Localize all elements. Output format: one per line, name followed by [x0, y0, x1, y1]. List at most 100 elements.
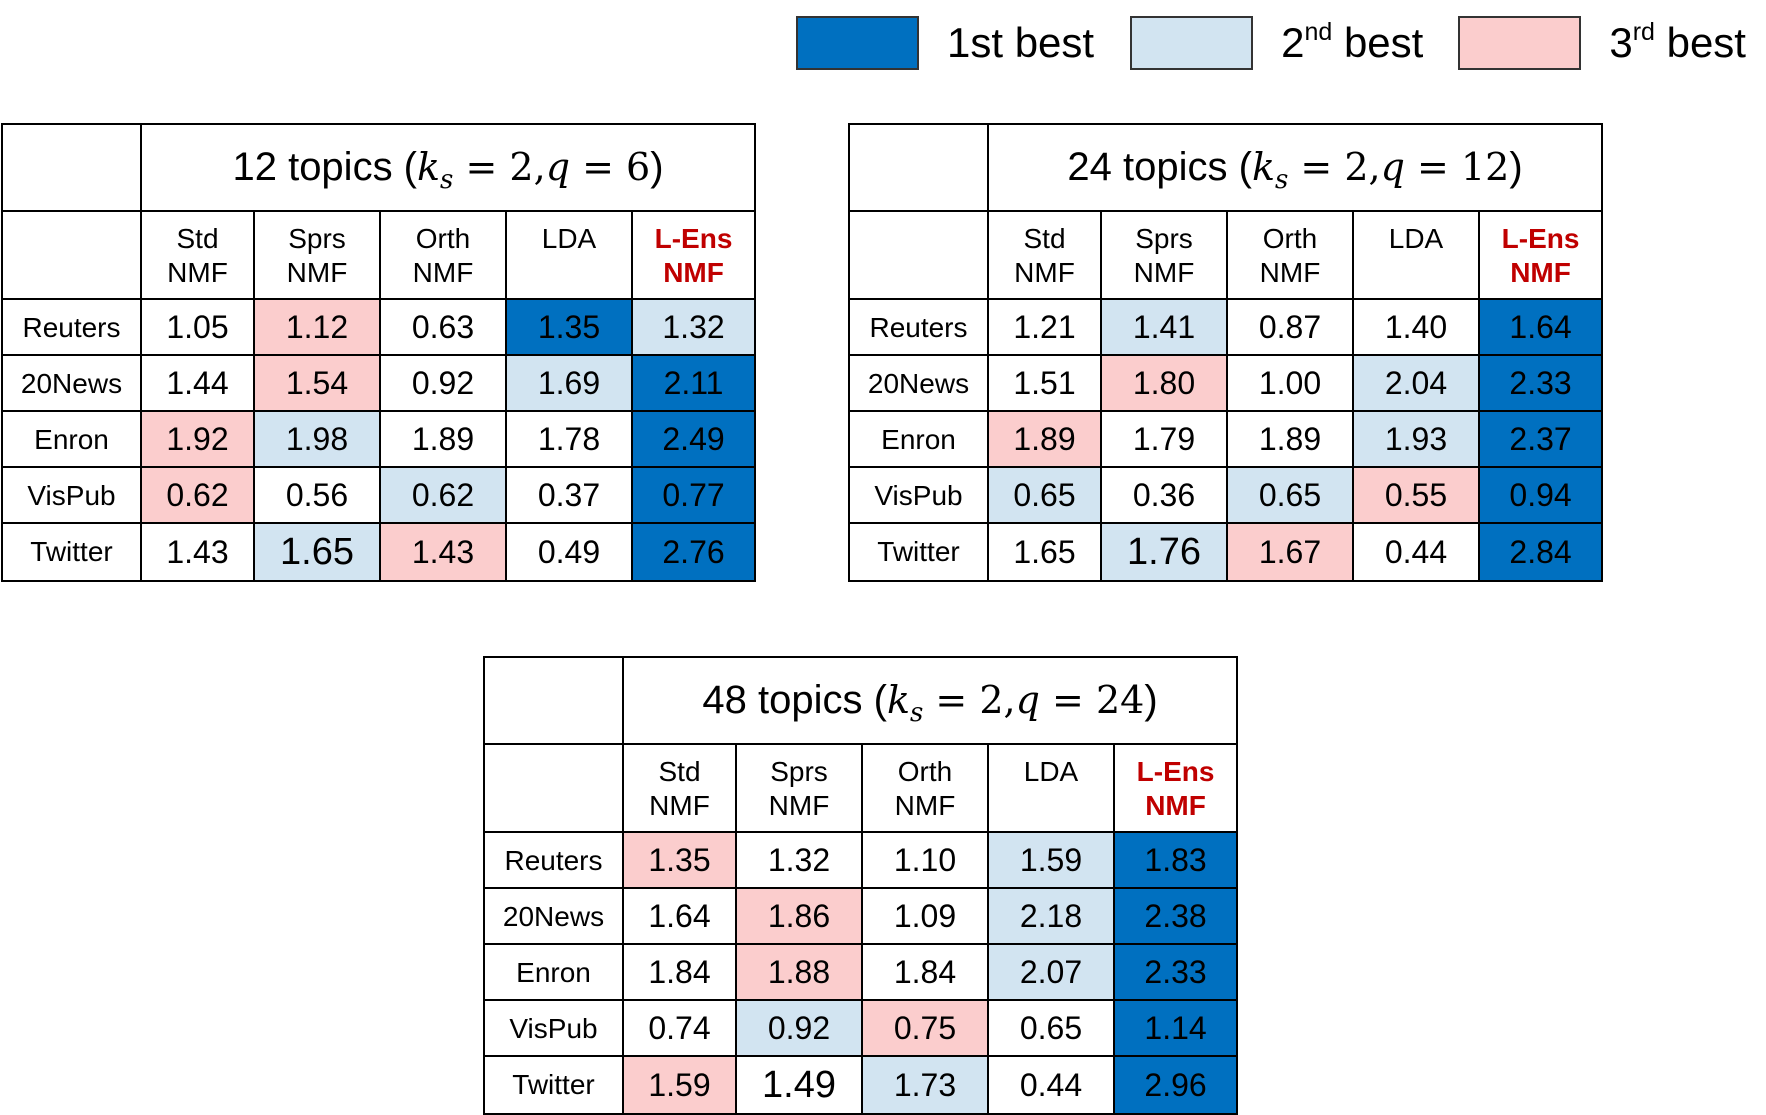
table-title-prefix: 24 topics ( [1067, 145, 1252, 189]
value-cell: 1.65 [987, 522, 1102, 582]
value-cell: 1.40 [1352, 298, 1480, 356]
row-label: 20News [1, 354, 142, 412]
corner-cell [848, 123, 989, 212]
table-title-suffix: ) [650, 145, 664, 189]
value-cell: 1.41 [1100, 298, 1228, 356]
column-header: Orth NMF [1226, 210, 1354, 300]
value-cell: 1.14 [1112, 999, 1239, 1057]
header-row: Std NMF Sprs NMF Orth NMF LDA L-Ens NMF [848, 210, 1604, 300]
value-cell: 0.92 [735, 999, 863, 1057]
value-cell: 1.65 [253, 522, 381, 582]
table-title-params: ks = 2,q = 12 [1251, 145, 1510, 195]
row-label: Reuters [483, 831, 624, 889]
table-row: VisPub 0.65 0.36 0.65 0.55 0.94 [848, 466, 1604, 524]
column-header: Std NMF [140, 210, 255, 300]
table-title: 48 topics (ks = 2,q = 24) [621, 656, 1239, 745]
value-cell: 0.92 [379, 354, 507, 412]
value-cell: 2.37 [1477, 410, 1604, 468]
column-header: L-Ens NMF [1112, 743, 1239, 833]
value-cell: 2.76 [630, 522, 757, 582]
value-cell: 1.32 [735, 831, 863, 889]
table-row: 20News 1.64 1.86 1.09 2.18 2.38 [483, 887, 1239, 945]
row-label: Twitter [1, 522, 142, 582]
value-cell: 0.77 [630, 466, 757, 524]
row-label: Twitter [483, 1055, 624, 1115]
legend-swatch-third [1458, 16, 1582, 70]
table-title-suffix: ) [1509, 145, 1523, 189]
column-header: Std NMF [987, 210, 1102, 300]
table-row: Reuters 1.21 1.41 0.87 1.40 1.64 [848, 298, 1604, 356]
table-row: Enron 1.89 1.79 1.89 1.93 2.37 [848, 410, 1604, 468]
value-cell: 1.88 [735, 943, 863, 1001]
value-cell: 1.64 [1477, 298, 1604, 356]
table-row: 20News 1.44 1.54 0.92 1.69 2.11 [1, 354, 757, 412]
value-cell: 0.36 [1100, 466, 1228, 524]
column-header: LDA [505, 210, 633, 300]
value-cell: 1.59 [987, 831, 1115, 889]
value-cell: 0.37 [505, 466, 633, 524]
table-row: Twitter 1.59 1.49 1.73 0.44 2.96 [483, 1055, 1239, 1115]
table-row: Enron 1.92 1.98 1.89 1.78 2.49 [1, 410, 757, 468]
value-cell: 1.79 [1100, 410, 1228, 468]
value-cell: 2.11 [630, 354, 757, 412]
legend-swatch-second [1130, 16, 1254, 70]
corner-cell [1, 123, 142, 212]
value-cell: 1.35 [505, 298, 633, 356]
header-row: Std NMF Sprs NMF Orth NMF LDA L-Ens NMF [483, 743, 1239, 833]
row-label: VisPub [1, 466, 142, 524]
value-cell: 1.78 [505, 410, 633, 468]
value-cell: 0.75 [861, 999, 989, 1057]
value-cell: 2.18 [987, 887, 1115, 945]
value-cell: 0.94 [1477, 466, 1604, 524]
value-cell: 1.09 [861, 887, 989, 945]
value-cell: 1.35 [622, 831, 737, 889]
corner-cell [848, 210, 989, 300]
value-cell: 1.43 [140, 522, 255, 582]
value-cell: 2.07 [987, 943, 1115, 1001]
table-row: Enron 1.84 1.88 1.84 2.07 2.33 [483, 943, 1239, 1001]
table-title-prefix: 48 topics ( [702, 678, 887, 722]
value-cell: 1.73 [861, 1055, 989, 1115]
table-title: 24 topics (ks = 2,q = 12) [986, 123, 1604, 212]
table-row: VisPub 0.62 0.56 0.62 0.37 0.77 [1, 466, 757, 524]
legend-label-second: 2nd best [1281, 18, 1424, 66]
value-cell: 0.44 [987, 1055, 1115, 1115]
column-header: L-Ens NMF [1477, 210, 1604, 300]
legend-item-first: 1st best [796, 16, 1130, 70]
value-cell: 1.05 [140, 298, 255, 356]
table-row: Twitter 1.65 1.76 1.67 0.44 2.84 [848, 522, 1604, 582]
column-header: L-Ens NMF [630, 210, 757, 300]
value-cell: 1.69 [505, 354, 633, 412]
value-cell: 1.93 [1352, 410, 1480, 468]
value-cell: 1.92 [140, 410, 255, 468]
value-cell: 0.55 [1352, 466, 1480, 524]
value-cell: 2.96 [1112, 1055, 1239, 1115]
value-cell: 0.44 [1352, 522, 1480, 582]
value-cell: 0.62 [379, 466, 507, 524]
value-cell: 1.59 [622, 1055, 737, 1115]
table-row: Reuters 1.35 1.32 1.10 1.59 1.83 [483, 831, 1239, 889]
row-label: 20News [848, 354, 989, 412]
row-label: Reuters [1, 298, 142, 356]
value-cell: 2.49 [630, 410, 757, 468]
column-header: Sprs NMF [1100, 210, 1228, 300]
table-row: VisPub 0.74 0.92 0.75 0.65 1.14 [483, 999, 1239, 1057]
row-label: Enron [1, 410, 142, 468]
column-header: Sprs NMF [253, 210, 381, 300]
value-cell: 1.10 [861, 831, 989, 889]
title-row: 12 topics (ks = 2,q = 6) [1, 123, 757, 212]
value-cell: 2.33 [1112, 943, 1239, 1001]
corner-cell [483, 743, 624, 833]
legend-swatch-first [796, 16, 919, 70]
value-cell: 2.84 [1477, 522, 1604, 582]
legend-label-third: 3rd best [1609, 18, 1746, 66]
row-label: VisPub [848, 466, 989, 524]
title-row: 48 topics (ks = 2,q = 24) [483, 656, 1239, 745]
corner-cell [483, 656, 624, 745]
value-cell: 1.12 [253, 298, 381, 356]
corner-cell [1, 210, 142, 300]
value-cell: 0.87 [1226, 298, 1354, 356]
table-title-params: ks = 2,q = 6 [417, 145, 651, 195]
value-cell: 1.21 [987, 298, 1102, 356]
value-cell: 2.04 [1352, 354, 1480, 412]
